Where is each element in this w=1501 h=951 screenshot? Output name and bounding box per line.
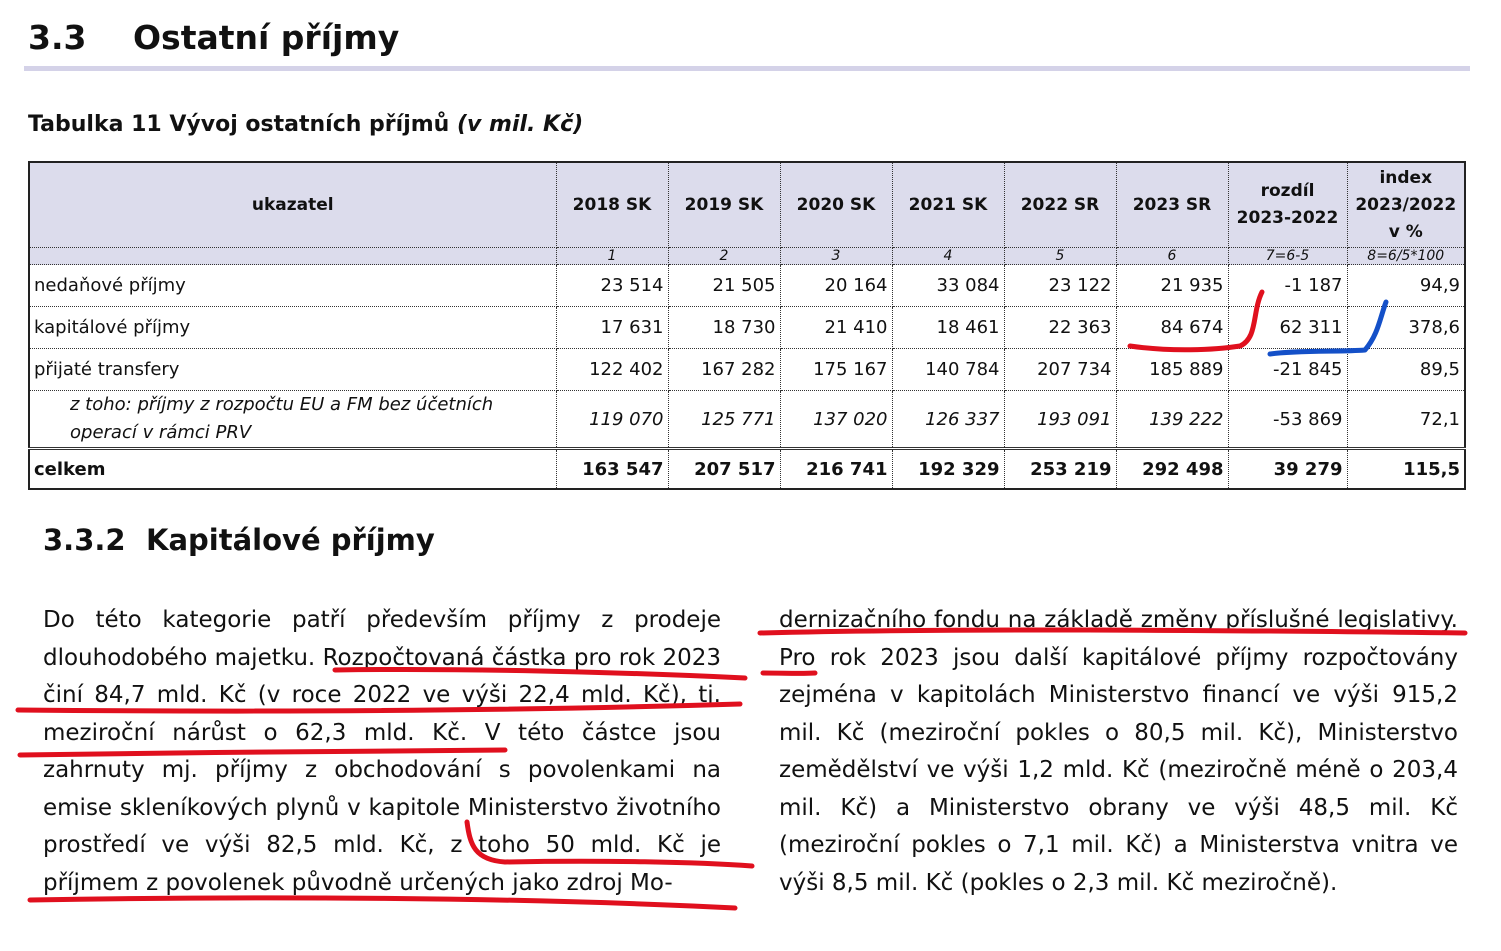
- subsection-title: Kapitálové příjmy: [146, 523, 435, 557]
- paragraph-right: dernizačního fondu na základě změny přís…: [779, 607, 1458, 896]
- value-cell: 292 498: [1115, 447, 1229, 490]
- row-label: nedaňové příjmy: [28, 264, 557, 307]
- value-cell: 185 889: [1115, 348, 1229, 391]
- value-cell: 89,5: [1346, 348, 1466, 391]
- value-cell: 20 164: [779, 264, 893, 307]
- value-cell: 21 505: [667, 264, 781, 307]
- col-number-cell: 8=6/5*100: [1346, 247, 1466, 265]
- value-cell: 207 517: [667, 447, 781, 490]
- value-cell: 163 547: [555, 447, 669, 490]
- section-rule: [24, 66, 1470, 71]
- section-heading: 3.3 Ostatní příjmy: [28, 18, 399, 57]
- value-cell: 22 363: [1003, 306, 1117, 349]
- col-number-cell: 3: [779, 247, 893, 265]
- value-cell: 125 771: [667, 390, 781, 449]
- subsection-number: 3.3.2: [43, 523, 126, 557]
- table-row: nedaňové příjmy 23 514 21 505 20 164 33 …: [28, 264, 1466, 307]
- row-label: celkem: [28, 447, 557, 490]
- value-cell: 167 282: [667, 348, 781, 391]
- paragraph-left: Do této kategorie patří především příjmy…: [43, 607, 721, 896]
- value-cell: 23 514: [555, 264, 669, 307]
- value-cell: 253 219: [1003, 447, 1117, 490]
- col-number-cell: 1: [555, 247, 669, 265]
- header-cell: 2022 SR: [1003, 161, 1117, 248]
- value-cell: 175 167: [779, 348, 893, 391]
- table-caption-unit: (v mil. Kč): [456, 112, 584, 137]
- col-number-cell: 4: [891, 247, 1005, 265]
- value-cell: 122 402: [555, 348, 669, 391]
- col-number-cell: 6: [1115, 247, 1229, 265]
- value-cell: 139 222: [1115, 390, 1229, 449]
- value-cell: 39 279: [1227, 447, 1348, 490]
- value-cell: 115,5: [1346, 447, 1466, 490]
- value-cell: 126 337: [891, 390, 1005, 449]
- section-number: 3.3: [28, 18, 87, 57]
- col-number-cell: 5: [1003, 247, 1117, 265]
- value-cell: 18 730: [667, 306, 781, 349]
- value-cell: 193 091: [1003, 390, 1117, 449]
- table-caption-main: Tabulka 11 Vývoj ostatních příjmů: [28, 112, 457, 137]
- value-cell: 17 631: [555, 306, 669, 349]
- value-cell: 140 784: [891, 348, 1005, 391]
- table-row-subitem: z toho: příjmy z rozpočtu EU a FM bez úč…: [28, 390, 1466, 449]
- row-label: přijaté transfery: [28, 348, 557, 391]
- value-cell: -1 187: [1227, 264, 1348, 307]
- header-cell: index 2023/2022 v %: [1346, 161, 1466, 248]
- value-cell: 62 311: [1227, 306, 1348, 349]
- row-label: kapitálové příjmy: [28, 306, 557, 349]
- header-cell: 2019 SK: [667, 161, 781, 248]
- value-cell: 192 329: [891, 447, 1005, 490]
- section-title: Ostatní příjmy: [133, 18, 400, 57]
- header-cell: rozdíl 2023-2022: [1227, 161, 1348, 248]
- value-cell: 207 734: [1003, 348, 1117, 391]
- value-cell: 18 461: [891, 306, 1005, 349]
- col-number-cell: 7=6-5: [1227, 247, 1348, 265]
- value-cell: 33 084: [891, 264, 1005, 307]
- header-cell: 2021 SK: [891, 161, 1005, 248]
- row-label: z toho: příjmy z rozpočtu EU a FM bez úč…: [28, 390, 557, 449]
- subsection-heading: 3.3.2 Kapitálové příjmy: [43, 523, 435, 557]
- value-cell: 84 674: [1115, 306, 1229, 349]
- table-total-row: celkem 163 547 207 517 216 741 192 329 2…: [28, 447, 1466, 490]
- value-cell: 378,6: [1346, 306, 1466, 349]
- table-caption: Tabulka 11 Vývoj ostatních příjmů (v mil…: [28, 112, 583, 137]
- header-cell: ukazatel: [28, 161, 557, 248]
- value-cell: 21 935: [1115, 264, 1229, 307]
- value-cell: 216 741: [779, 447, 893, 490]
- column-number-row: 1 2 3 4 5 6 7=6-5 8=6/5*100: [28, 247, 1466, 265]
- text-column-left: Do této kategorie patří především příjmy…: [43, 602, 721, 902]
- value-cell: 72,1: [1346, 390, 1466, 449]
- table-row: přijaté transfery 122 402 167 282 175 16…: [28, 348, 1466, 391]
- header-cell: 2023 SR: [1115, 161, 1229, 248]
- value-cell: 21 410: [779, 306, 893, 349]
- value-cell: 119 070: [555, 390, 669, 449]
- value-cell: 94,9: [1346, 264, 1466, 307]
- text-column-right: dernizačního fondu na základě změny přís…: [779, 602, 1458, 902]
- value-cell: 23 122: [1003, 264, 1117, 307]
- income-table: ukazatel 2018 SK 2019 SK 2020 SK 2021 SK…: [28, 161, 1466, 490]
- header-cell: 2020 SK: [779, 161, 893, 248]
- value-cell: 137 020: [779, 390, 893, 449]
- header-cell: 2018 SK: [555, 161, 669, 248]
- table-row: kapitálové příjmy 17 631 18 730 21 410 1…: [28, 306, 1466, 349]
- col-number-cell: 2: [667, 247, 781, 265]
- value-cell: -53 869: [1227, 390, 1348, 449]
- value-cell: -21 845: [1227, 348, 1348, 391]
- col-number-cell: [28, 247, 557, 265]
- table-header-row: ukazatel 2018 SK 2019 SK 2020 SK 2021 SK…: [28, 161, 1466, 248]
